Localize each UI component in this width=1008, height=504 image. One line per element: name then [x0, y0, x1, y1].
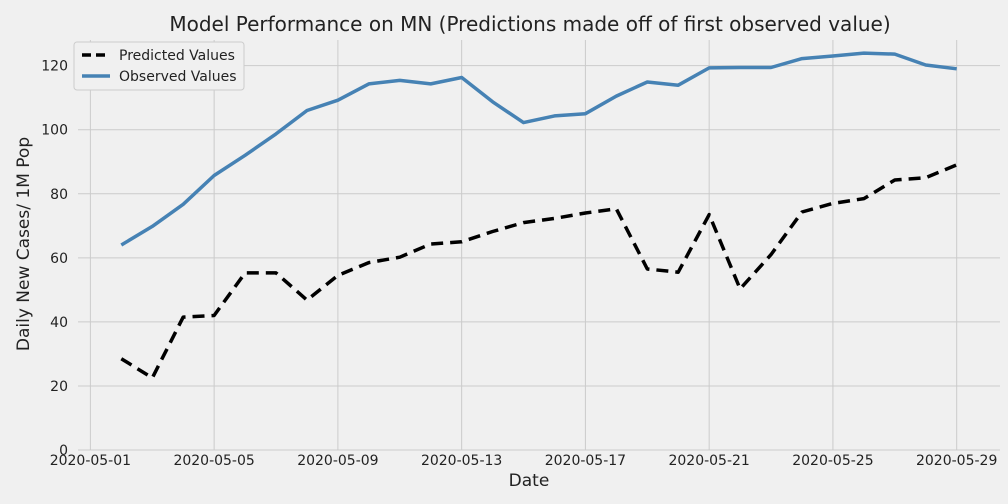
y-tick-label: 60	[50, 251, 68, 267]
legend-box	[73, 41, 245, 91]
y-tick-label: 0	[59, 443, 68, 459]
legend: Predicted Values Observed Values	[73, 41, 245, 91]
x-tick-label: 2020-05-09	[297, 453, 378, 469]
ticks: 0 20 40 60 80 100 120 2020-05-01 2020-05-05 2020-…	[41, 59, 997, 469]
x-axis-label: Date	[509, 471, 550, 491]
grid	[78, 40, 1000, 451]
x-tick-label: 2020-05-17	[545, 453, 626, 469]
x-tick-label: 2020-05-01	[50, 453, 131, 469]
y-axis-label: Daily New Cases/ 1M Pop	[14, 137, 34, 351]
chart-title: Model Performance on MN (Predictions mad…	[169, 12, 890, 36]
x-tick-label: 2020-05-05	[173, 453, 254, 469]
x-tick-label: 2020-05-13	[421, 453, 502, 469]
y-tick-label: 120	[41, 59, 68, 75]
y-tick-label: 40	[50, 315, 68, 331]
legend-label-observed: Observed Values	[119, 69, 237, 85]
legend-label-predicted: Predicted Values	[119, 48, 235, 64]
y-tick-label: 80	[50, 187, 68, 203]
x-tick-label: 2020-05-25	[792, 453, 873, 469]
x-tick-label: 2020-05-21	[668, 453, 749, 469]
series	[120, 51, 958, 380]
x-tick-label: 2020-05-29	[916, 453, 997, 469]
y-tick-label: 20	[50, 379, 68, 395]
series-line-observed-values	[120, 51, 957, 247]
y-tick-label: 100	[41, 123, 68, 139]
